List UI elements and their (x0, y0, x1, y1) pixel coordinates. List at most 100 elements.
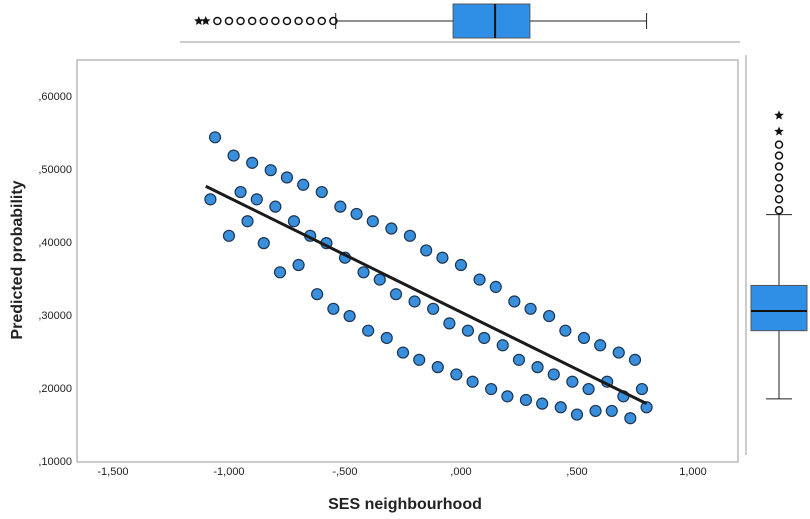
scatter-point (431, 361, 444, 374)
outlier (774, 195, 784, 204)
extreme (774, 126, 784, 136)
box (750, 284, 808, 332)
scatter-point (624, 412, 637, 425)
outlier (282, 16, 292, 26)
scatter-point (297, 178, 310, 191)
scatter-point (570, 408, 584, 421)
scatter-point (362, 324, 375, 337)
scatter-point (512, 353, 526, 366)
outlier (224, 16, 234, 26)
x-tick-label: -,500 (332, 466, 357, 478)
outlier (305, 16, 315, 26)
scatter-point (461, 324, 475, 337)
scatter-point (234, 185, 247, 199)
scatter-point (531, 361, 544, 374)
scatter-point (273, 266, 287, 279)
scatter-point (436, 251, 449, 264)
outlier (774, 162, 784, 171)
outlier (774, 173, 784, 182)
y-axis-title: Predicted probability (9, 180, 26, 339)
scatter-point (454, 258, 468, 272)
scatter-point (292, 258, 305, 272)
scatter-point (227, 149, 240, 162)
scatter-point (489, 280, 502, 294)
scatter-point (582, 382, 595, 396)
scatter-point (246, 156, 259, 169)
x-axis-title: SES neighbourhood (328, 496, 482, 513)
extreme (194, 16, 204, 25)
scatter-point (373, 273, 386, 286)
extreme (201, 16, 211, 25)
scatter-point (204, 193, 217, 206)
scatter-point (327, 302, 340, 315)
scatter-point (350, 207, 363, 221)
scatter-point (635, 382, 649, 396)
scatter-point (357, 266, 370, 279)
scatter-point (334, 200, 347, 213)
scatter-point (485, 382, 498, 396)
scatter-point (315, 185, 328, 199)
scatter-point (547, 368, 560, 381)
scatter-point (241, 215, 254, 228)
scatter-point (311, 288, 324, 301)
scatter-point (589, 404, 602, 418)
scatter-point (501, 390, 514, 403)
scatter-point (222, 229, 236, 242)
outlier (774, 206, 784, 215)
y-tick-label: ,20000 (38, 383, 72, 395)
outlier (317, 16, 327, 26)
scatter-point (508, 295, 521, 308)
scatter-point (420, 244, 433, 257)
scatter-point (443, 317, 456, 330)
scatter-point (269, 200, 282, 213)
fit-line (205, 184, 648, 405)
y-tick-label: ,50000 (38, 164, 72, 176)
outlier (236, 16, 245, 26)
outlier (774, 140, 784, 149)
scatter-point (385, 222, 398, 235)
outlier (774, 151, 784, 160)
scatter-point (427, 302, 440, 315)
y-tick-label: ,10000 (38, 456, 72, 468)
scatter-point (524, 302, 537, 315)
scatter-point (208, 131, 222, 144)
scatter-point (413, 353, 426, 366)
scatter-point (264, 164, 277, 177)
scatter-point (536, 397, 549, 410)
outlier (259, 16, 269, 26)
scatter-point (473, 273, 486, 286)
scatter-point (559, 324, 572, 337)
scatter-point (280, 171, 294, 184)
scatter-point (478, 331, 491, 345)
scatter-point (287, 215, 301, 228)
plot-frame (76, 59, 739, 463)
x-tick-label: -1,500 (97, 466, 128, 478)
scatter-point (640, 401, 653, 414)
scatter-point (594, 339, 607, 352)
scatter-point (366, 215, 379, 228)
y-tick-label: ,60000 (38, 91, 72, 103)
scatter-point (605, 404, 618, 418)
scatter-point (577, 331, 591, 345)
x-tick-label: ,000 (450, 466, 471, 478)
extreme (774, 110, 784, 120)
scatter-point (396, 346, 410, 359)
scatter-point (408, 295, 421, 308)
scatter-point (496, 339, 509, 352)
scatter-point (519, 393, 533, 407)
scatter-point (612, 346, 625, 359)
scatter-point (380, 331, 393, 345)
x-tick-label: ,500 (566, 466, 587, 478)
y-tick-label: ,30000 (38, 310, 72, 322)
x-tick-label: 1,000 (679, 466, 707, 478)
scatter-point (403, 229, 417, 242)
scatter-point (389, 288, 403, 301)
box (452, 3, 531, 39)
outlier (774, 184, 784, 193)
scatter-point (257, 237, 270, 250)
x-tick-label: -1,000 (213, 466, 244, 478)
scatter-point (250, 193, 263, 206)
scatter-point (343, 309, 356, 323)
y-tick-label: ,40000 (38, 237, 72, 249)
